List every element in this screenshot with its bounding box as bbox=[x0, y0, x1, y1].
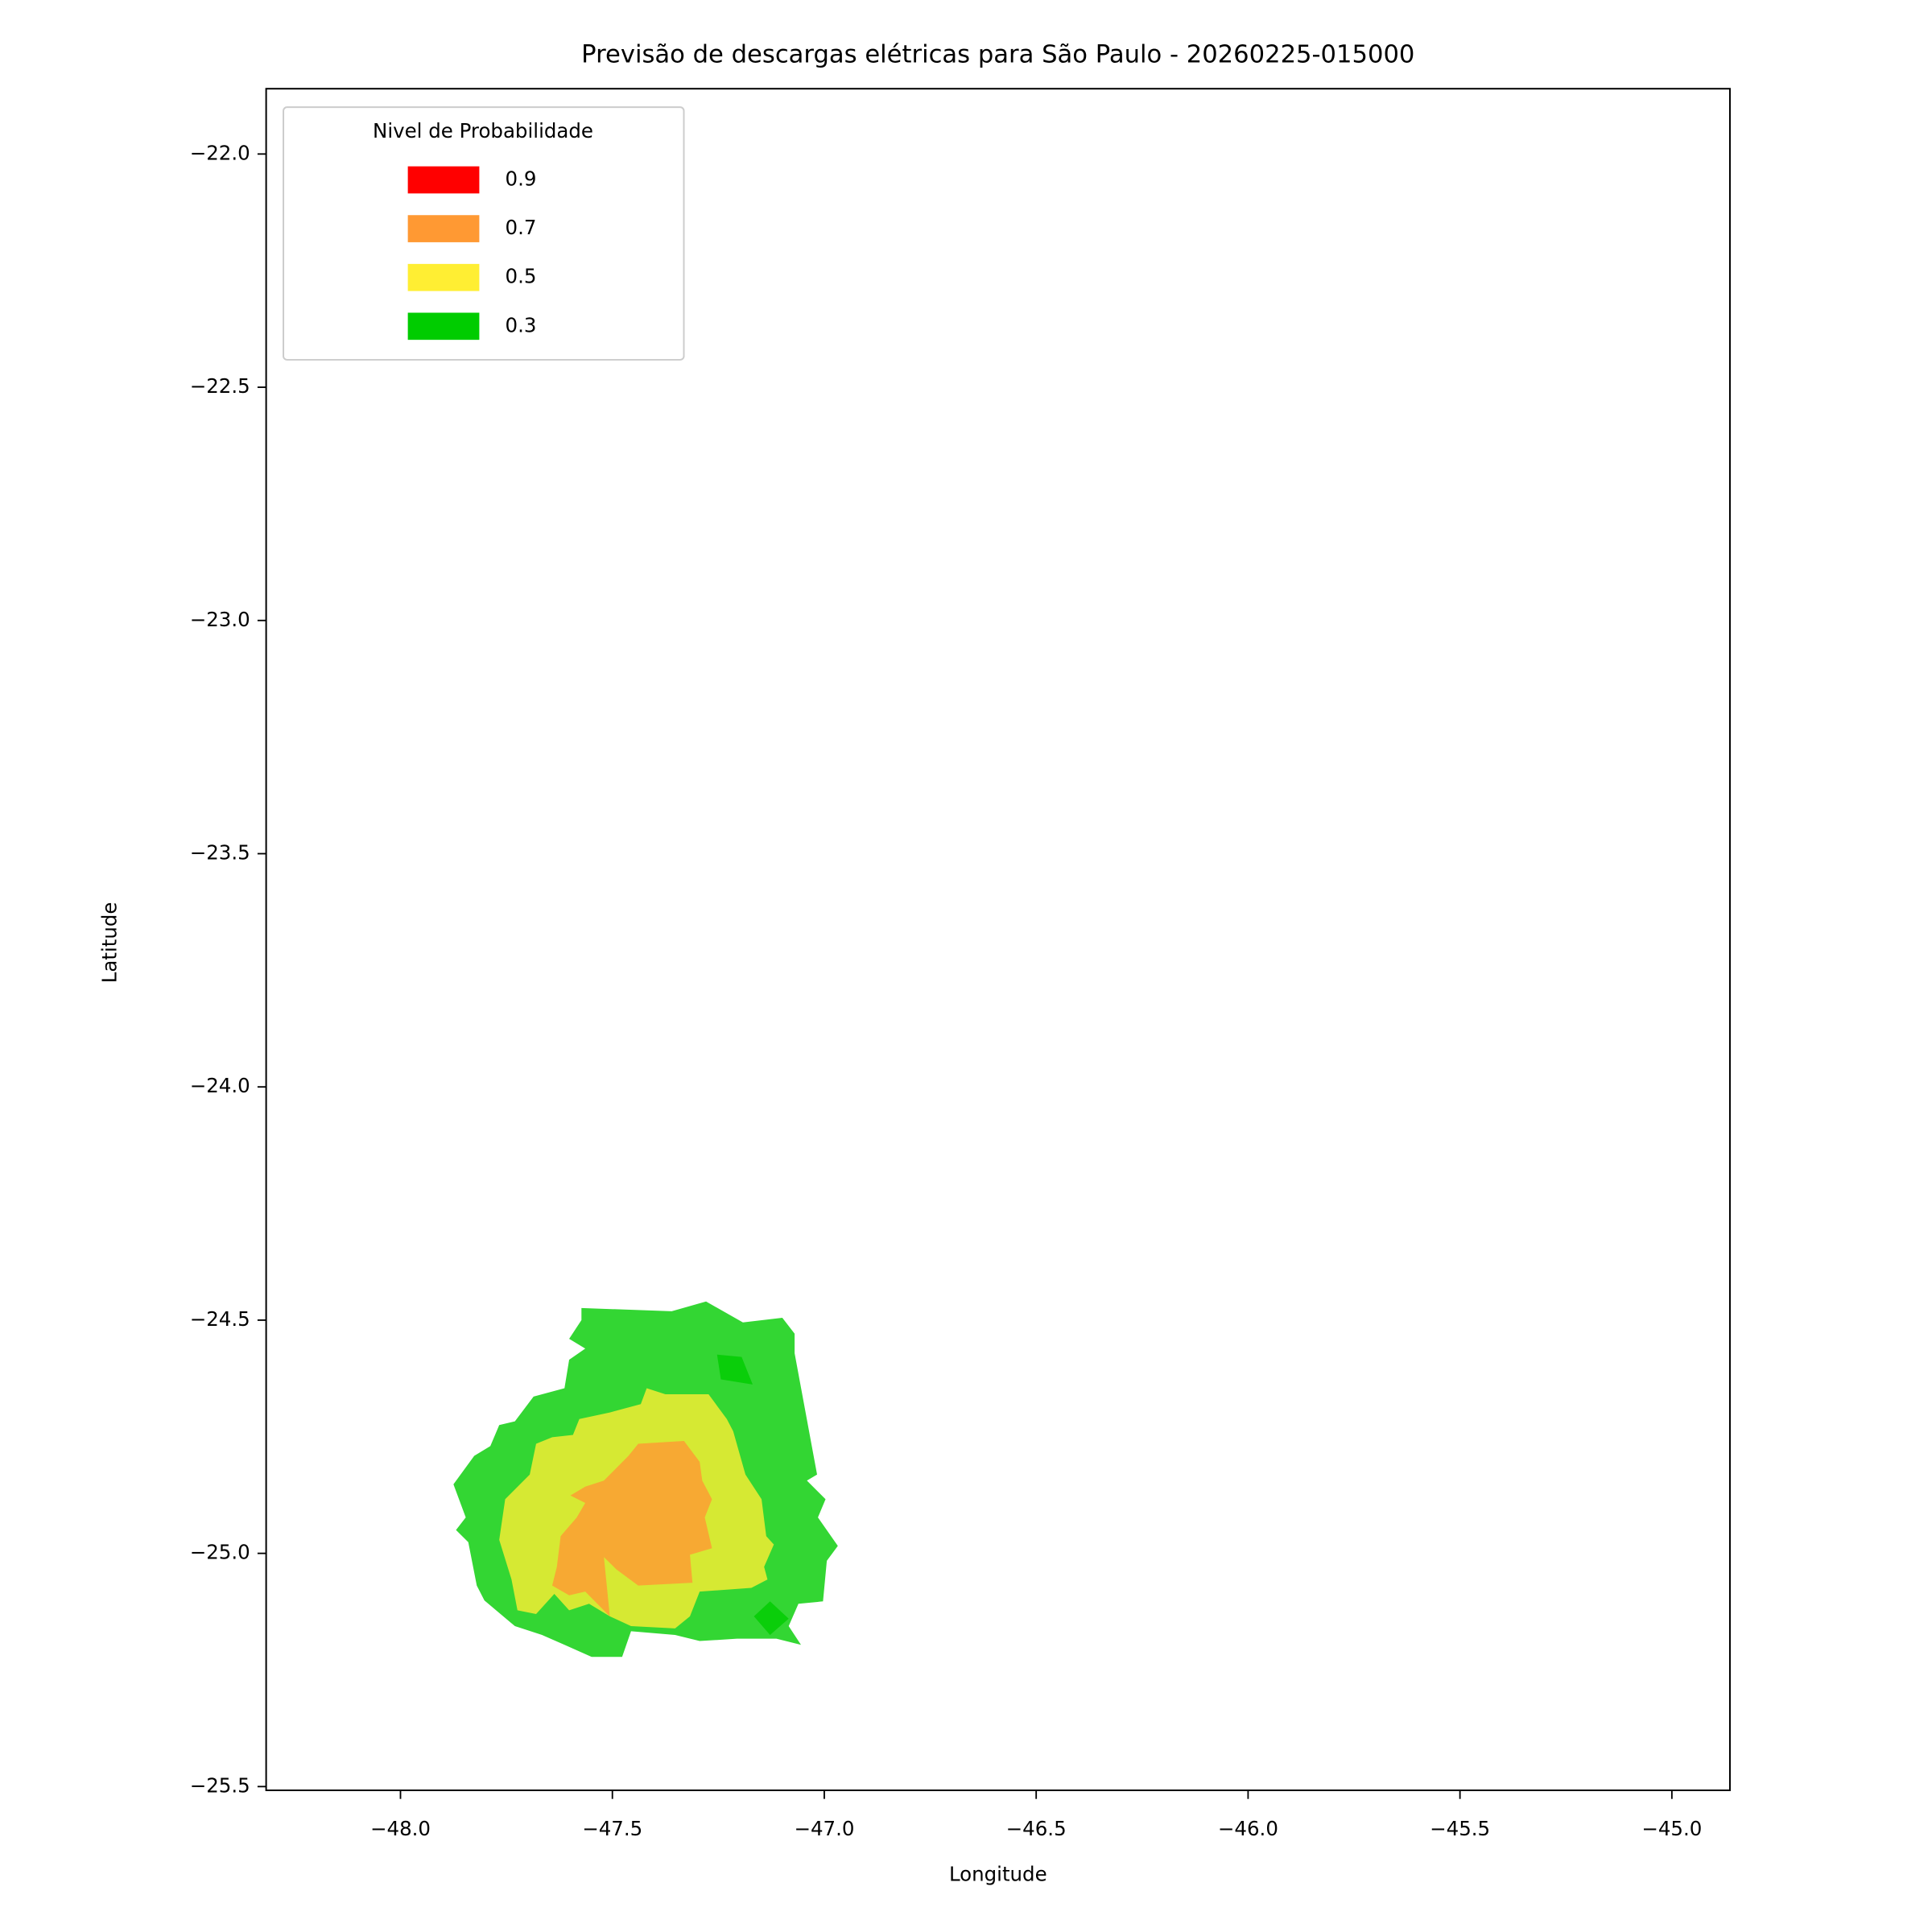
x-tick-label: −45.0 bbox=[1641, 1817, 1702, 1840]
y-tick-label: −25.0 bbox=[190, 1541, 250, 1564]
x-axis-label: Longitude bbox=[949, 1863, 1047, 1886]
chart-title: Previsão de descargas elétricas para São… bbox=[581, 40, 1414, 68]
x-tick-label: −46.0 bbox=[1218, 1817, 1278, 1840]
y-tick-label: −22.0 bbox=[190, 141, 250, 164]
y-tick-label: −23.5 bbox=[190, 840, 250, 864]
x-tick-label: −48.0 bbox=[370, 1817, 431, 1840]
legend-swatch bbox=[407, 166, 480, 194]
y-tick-label: −23.0 bbox=[190, 608, 250, 631]
legend-label: 0.3 bbox=[506, 313, 537, 336]
x-tick-label: −45.5 bbox=[1430, 1817, 1490, 1840]
legend-swatch bbox=[407, 215, 480, 242]
contour-region bbox=[753, 1601, 789, 1636]
contour-region bbox=[716, 1354, 753, 1385]
x-tick-label: −46.5 bbox=[1006, 1817, 1067, 1840]
y-tick-label: −22.5 bbox=[190, 374, 250, 398]
y-tick-label: −25.5 bbox=[190, 1773, 250, 1797]
legend-box bbox=[283, 106, 685, 361]
legend-label: 0.9 bbox=[506, 167, 537, 190]
axes-frame bbox=[265, 88, 1731, 1791]
legend-label: 0.7 bbox=[506, 216, 537, 239]
y-tick-label: −24.5 bbox=[190, 1307, 250, 1331]
y-tick-label: −24.0 bbox=[190, 1074, 250, 1097]
plot-area bbox=[453, 1301, 838, 1657]
legend-swatch bbox=[407, 312, 480, 341]
x-tick-label: −47.0 bbox=[794, 1817, 854, 1840]
x-tick-label: −47.5 bbox=[582, 1817, 642, 1840]
contour-region bbox=[551, 1440, 712, 1616]
legend-title: Nivel de Probabilidade bbox=[373, 119, 593, 142]
legend: Nivel de Probabilidade 0.9 0.7 0.5 0.3 bbox=[283, 106, 685, 361]
legend-swatch bbox=[407, 263, 480, 291]
y-axis-label: Latitude bbox=[98, 902, 122, 984]
legend-label: 0.5 bbox=[506, 265, 537, 288]
